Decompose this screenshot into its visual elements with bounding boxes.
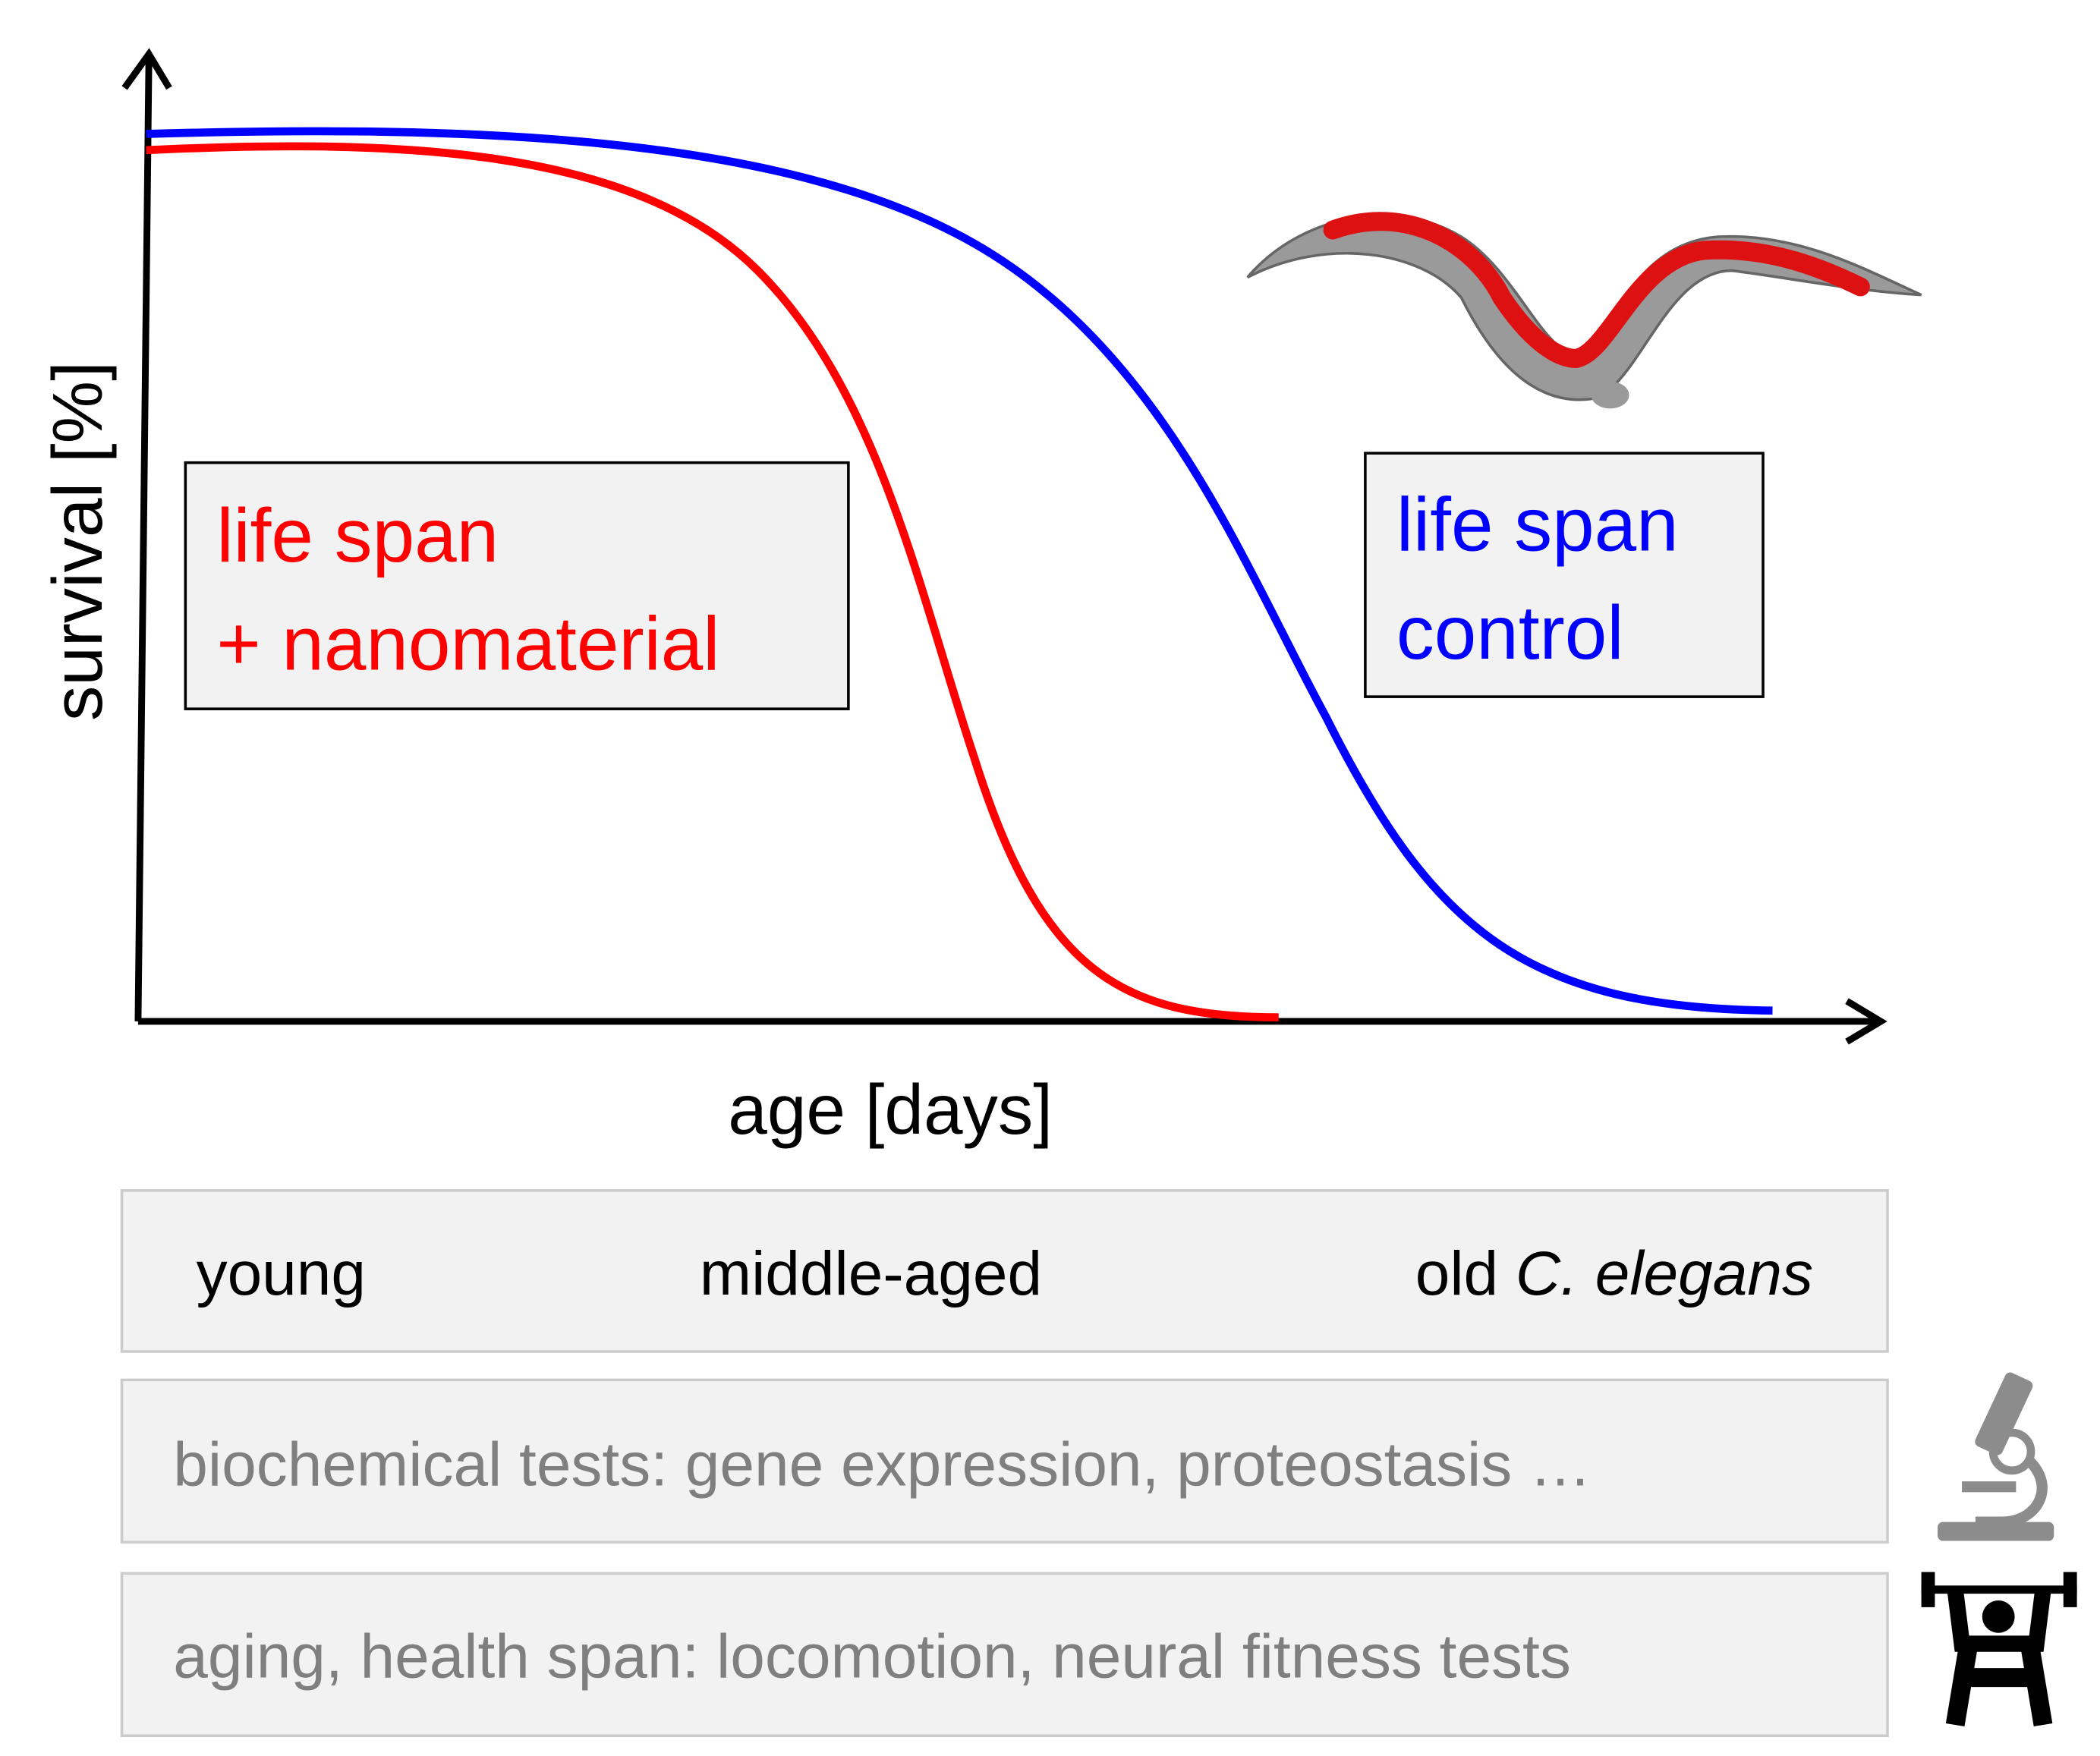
test-label: biochemical tests: gene expression, prot… xyxy=(173,1430,1592,1499)
curve-label: life span xyxy=(216,494,499,578)
stage-text: old xyxy=(1415,1239,1516,1308)
microscope-icon xyxy=(1937,1372,2054,1541)
worm-image xyxy=(1246,212,1922,409)
stage-label: middle-aged xyxy=(700,1239,1042,1308)
control-curve xyxy=(146,127,1773,1015)
y-axis-label: survival [%] xyxy=(38,361,117,721)
test-box xyxy=(120,1378,1889,1544)
label-box xyxy=(1364,452,1765,698)
label-box xyxy=(184,461,850,710)
curve-label: + nanomaterial xyxy=(216,602,719,686)
stage-label: young xyxy=(197,1239,366,1308)
curve-label: control xyxy=(1396,591,1624,675)
axes xyxy=(121,48,1887,1045)
stage-box xyxy=(120,1189,1889,1353)
nanomaterial-curve xyxy=(146,142,1279,1021)
curve-label: life span xyxy=(1396,483,1679,568)
x-axis-label: age [days] xyxy=(728,1070,1053,1149)
test-box xyxy=(120,1572,1889,1738)
stage-label: old C. elegans xyxy=(1415,1239,1813,1308)
test-label: aging, health span: locomotion, neural f… xyxy=(173,1622,1571,1691)
weightlifter-icon xyxy=(1921,1572,2077,1727)
species-name: C. elegans xyxy=(1516,1239,1813,1308)
